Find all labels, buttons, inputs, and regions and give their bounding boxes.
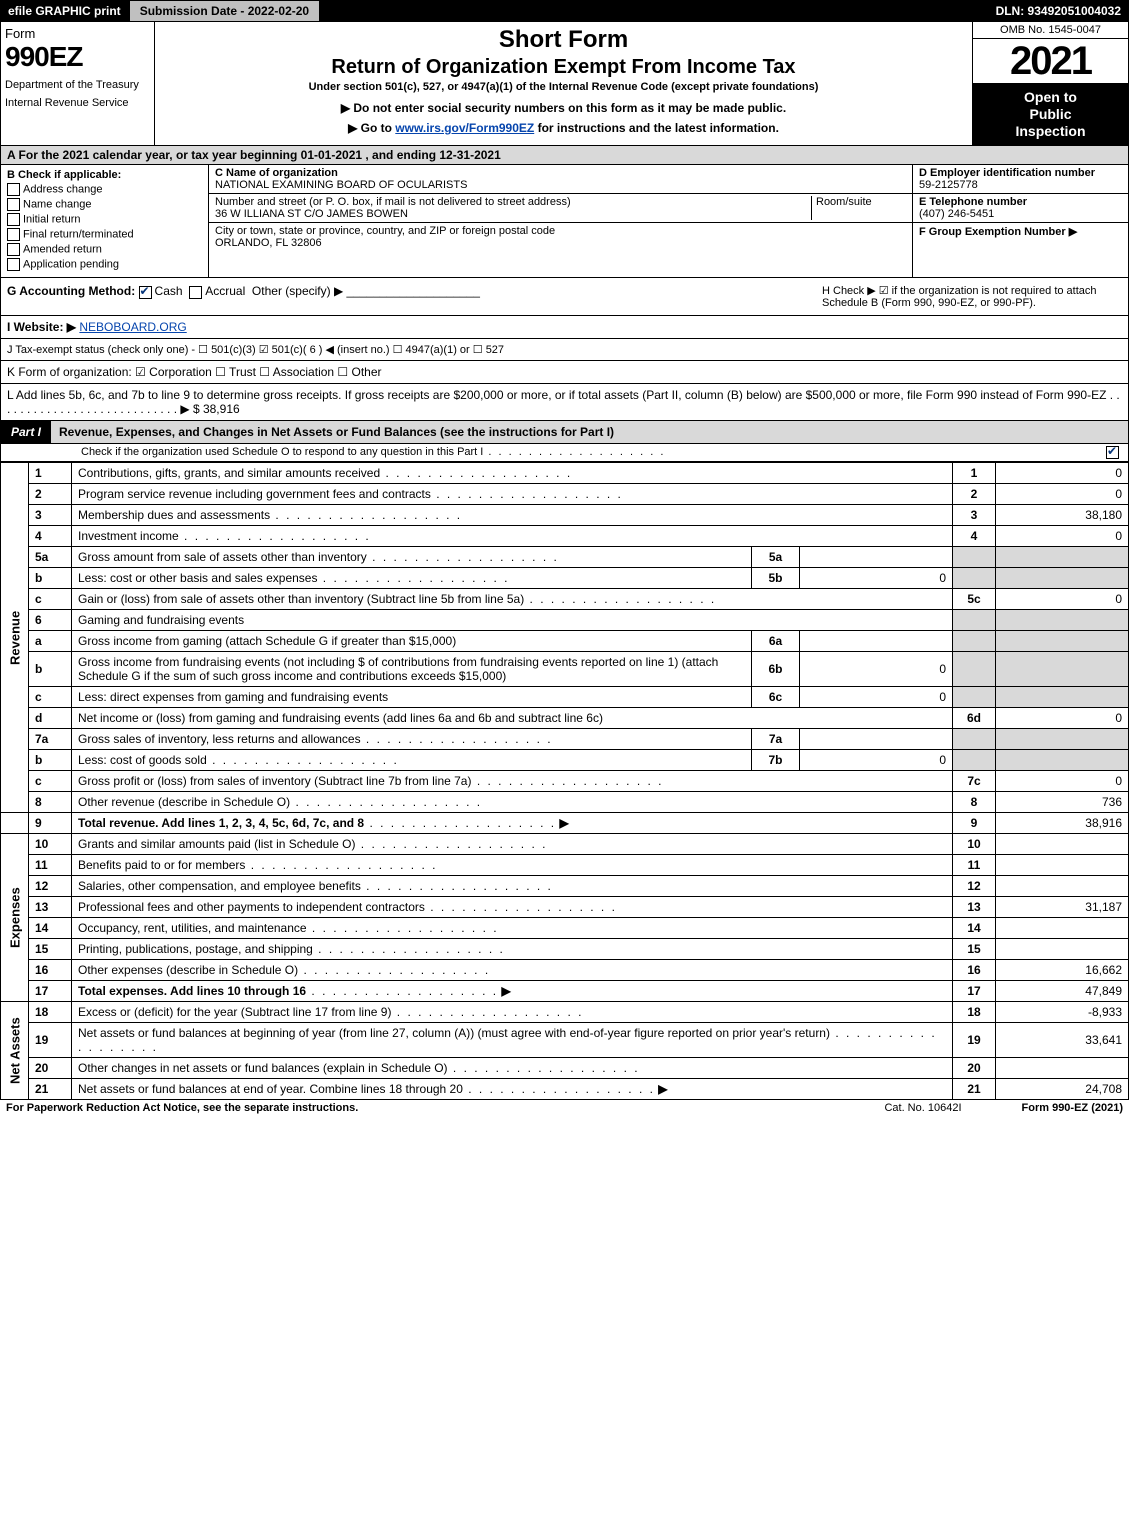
form-code: 990EZ	[5, 41, 150, 73]
website-link[interactable]: NEBOBOARD.ORG	[79, 320, 186, 334]
room-suite: Room/suite	[811, 196, 906, 220]
revenue-side: Revenue	[1, 463, 29, 813]
return-title: Return of Organization Exempt From Incom…	[161, 56, 966, 79]
header-center: Short Form Return of Organization Exempt…	[155, 22, 972, 145]
open-public-inspection: Open to Public Inspection	[973, 83, 1128, 145]
part1-header: Part I Revenue, Expenses, and Changes in…	[0, 421, 1129, 444]
app-pending[interactable]: Application pending	[7, 258, 202, 271]
irs-link[interactable]: www.irs.gov/Form990EZ	[395, 121, 534, 135]
header-right: OMB No. 1545-0047 2021 Open to Public In…	[972, 22, 1128, 145]
row-gh: G Accounting Method: Cash Accrual Other …	[0, 277, 1129, 316]
netassets-side: Net Assets	[1, 1002, 29, 1100]
street-row: Number and street (or P. O. box, if mail…	[209, 194, 912, 223]
dept-label: Department of the Treasury	[5, 79, 150, 91]
omb-number: OMB No. 1545-0047	[973, 22, 1128, 39]
part1-title: Revenue, Expenses, and Changes in Net As…	[51, 421, 1128, 443]
b-title: B Check if applicable:	[7, 169, 202, 181]
final-return[interactable]: Final return/terminated	[7, 228, 202, 241]
org-name-row: C Name of organization NATIONAL EXAMININ…	[209, 165, 912, 194]
initial-return[interactable]: Initial return	[7, 213, 202, 226]
under-section: Under section 501(c), 527, or 4947(a)(1)…	[161, 81, 966, 93]
group-row: F Group Exemption Number ▶	[913, 223, 1128, 240]
form-header: Form 990EZ Department of the Treasury In…	[0, 22, 1129, 146]
accrual-checkbox[interactable]	[189, 286, 202, 299]
part1-sub: Check if the organization used Schedule …	[0, 444, 1129, 462]
goto-line: ▶ Go to www.irs.gov/Form990EZ for instru…	[161, 121, 966, 135]
row-a: A For the 2021 calendar year, or tax yea…	[0, 146, 1129, 165]
irs-label: Internal Revenue Service	[5, 97, 150, 109]
header-left: Form 990EZ Department of the Treasury In…	[1, 22, 155, 145]
col-c: C Name of organization NATIONAL EXAMININ…	[209, 165, 912, 277]
row-j: J Tax-exempt status (check only one) - ☐…	[0, 339, 1129, 361]
street-address: 36 W ILLIANA ST C/O JAMES BOWEN	[215, 208, 811, 220]
page-footer: For Paperwork Reduction Act Notice, see …	[0, 1100, 1129, 1116]
addr-change[interactable]: Address change	[7, 183, 202, 196]
part1-label: Part I	[1, 421, 51, 443]
city-state-zip: ORLANDO, FL 32806	[215, 237, 906, 249]
ein-row: D Employer identification number 59-2125…	[913, 165, 1128, 194]
efile-label: efile GRAPHIC print	[0, 4, 129, 18]
top-bar: efile GRAPHIC print Submission Date - 20…	[0, 0, 1129, 22]
ssn-warning: ▶ Do not enter social security numbers o…	[161, 101, 966, 115]
lines-table: Revenue 1 Contributions, gifts, grants, …	[0, 462, 1129, 1100]
expenses-side: Expenses	[1, 834, 29, 1002]
go-prefix: ▶ Go to	[348, 121, 395, 135]
row-l: L Add lines 5b, 6c, and 7b to line 9 to …	[0, 384, 1129, 421]
form-ref: Form 990-EZ (2021)	[1022, 1102, 1123, 1114]
section-bc: B Check if applicable: Address change Na…	[0, 165, 1129, 277]
org-name: NATIONAL EXAMINING BOARD OF OCULARISTS	[215, 179, 906, 191]
tel-row: E Telephone number (407) 246-5451	[913, 194, 1128, 223]
dln-label: DLN: 93492051004032	[996, 4, 1129, 18]
short-form-title: Short Form	[161, 26, 966, 54]
tel-value: (407) 246-5451	[919, 208, 1122, 220]
cat-number: Cat. No. 10642I	[884, 1102, 961, 1114]
h-check: H Check ▶ ☑ if the organization is not r…	[816, 278, 1128, 315]
row-k: K Form of organization: ☑ Corporation ☐ …	[0, 361, 1129, 384]
city-row: City or town, state or province, country…	[209, 223, 912, 251]
go-suffix: for instructions and the latest informat…	[534, 121, 779, 135]
tax-year: 2021	[973, 39, 1128, 83]
line1-amount: 0	[996, 463, 1129, 484]
cash-checkbox[interactable]	[139, 286, 152, 299]
g-accounting: G Accounting Method: Cash Accrual Other …	[1, 278, 816, 315]
paperwork-notice: For Paperwork Reduction Act Notice, see …	[6, 1102, 358, 1114]
amended-return[interactable]: Amended return	[7, 243, 202, 256]
row-i: I Website: ▶ NEBOBOARD.ORG	[0, 316, 1129, 339]
name-change[interactable]: Name change	[7, 198, 202, 211]
col-b: B Check if applicable: Address change Na…	[1, 165, 209, 277]
submission-date: Submission Date - 2022-02-20	[129, 0, 320, 22]
ein-value: 59-2125778	[919, 179, 1122, 191]
col-d: D Employer identification number 59-2125…	[912, 165, 1128, 277]
schedule-o-checkbox[interactable]	[1106, 446, 1119, 459]
form-word: Form	[5, 26, 150, 41]
gross-receipts: $ 38,916	[193, 402, 240, 416]
